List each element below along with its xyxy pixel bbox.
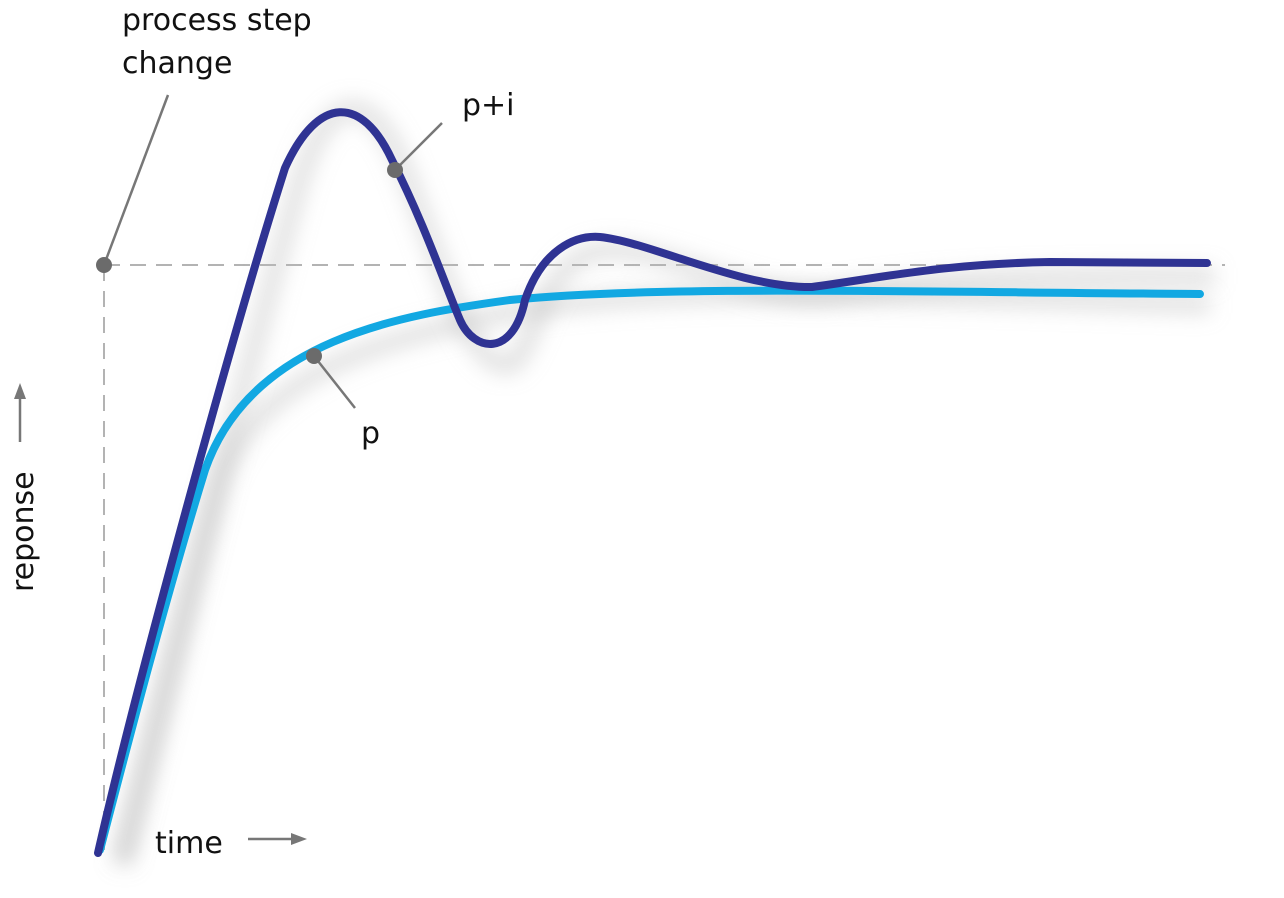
time-axis-label: time	[155, 826, 223, 861]
p-label: p	[361, 416, 380, 451]
p-marker	[306, 348, 322, 364]
process-step-label: process step	[122, 3, 312, 38]
p-response-curve	[96, 286, 1204, 854]
time-arrow-head	[291, 833, 307, 845]
pi-leader	[394, 122, 443, 171]
pi-response-curve	[94, 108, 1211, 857]
response-arrow-head	[14, 383, 26, 399]
p-leader	[313, 355, 356, 409]
response-axis-label: reponse	[6, 471, 41, 592]
p-curve-shadow	[113, 285, 1211, 863]
pi-marker	[387, 162, 403, 178]
process-step-leader	[102, 94, 170, 266]
process-step-marker	[96, 257, 112, 273]
pi-curve-shadow	[113, 100, 1216, 868]
pi-label: p+i	[462, 88, 515, 123]
process-step-label-line2: change	[122, 46, 232, 81]
